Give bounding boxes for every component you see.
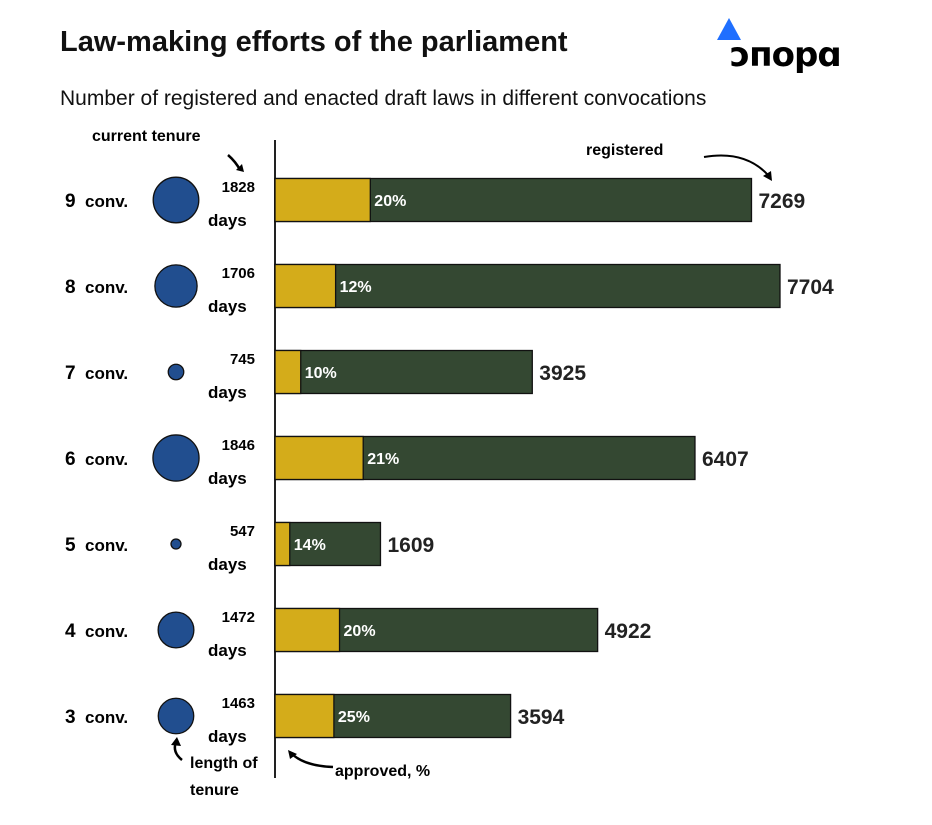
tenure-circle (157, 611, 195, 649)
tenure-circle (157, 697, 195, 735)
logo-text: ɔпорɑ (730, 35, 841, 75)
category-number: 8 (65, 277, 76, 298)
category-number: 5 (65, 535, 76, 556)
registered-value-label: 7269 (758, 190, 805, 213)
category-number: 3 (65, 707, 76, 728)
category-label: conv. (85, 364, 128, 383)
tenure-circle (170, 538, 182, 550)
category-label: conv. (85, 450, 128, 469)
registered-value-label: 3594 (518, 706, 565, 729)
registered-value-label: 1609 (387, 534, 434, 557)
approved-pct-label: 12% (340, 279, 372, 296)
days-unit: days (208, 555, 247, 574)
days-value: 1463 (222, 695, 255, 712)
approved-pct-label: 20% (374, 193, 406, 210)
category-number: 6 (65, 449, 76, 470)
category-label: conv. (85, 708, 128, 727)
category-number: 7 (65, 363, 76, 384)
annotation-approved: approved, % (335, 763, 430, 780)
logo: ɔпорɑ (717, 18, 842, 75)
category-label: conv. (85, 536, 128, 555)
annotation-registered: registered (586, 142, 663, 159)
approved-pct-label: 20% (344, 623, 376, 640)
category-label: conv. (85, 278, 128, 297)
days-value: 1706 (222, 265, 255, 282)
arrowhead-icon (171, 737, 181, 746)
days-unit: days (208, 211, 247, 230)
registered-value-label: 6407 (702, 448, 749, 471)
approved-bar (274, 521, 291, 567)
arrow-icon (227, 154, 242, 171)
logo-triangle-icon (717, 18, 741, 40)
category-number: 9 (65, 191, 76, 212)
days-unit: days (208, 469, 247, 488)
annotation-length-1: length of (190, 755, 258, 772)
approved-pct-label: 10% (305, 365, 337, 382)
approved-bar (274, 177, 371, 223)
approved-pct-label: 25% (338, 709, 370, 726)
approved-pct-label: 21% (367, 451, 399, 468)
days-unit: days (208, 383, 247, 402)
tenure-circle (152, 176, 200, 224)
annotations: current tenure registered length of tenu… (92, 128, 772, 799)
days-value: 745 (230, 351, 255, 368)
arrowhead-icon (763, 171, 772, 181)
registered-bar (274, 263, 781, 309)
approved-bar (274, 349, 302, 395)
approved-pct-label: 14% (294, 537, 326, 554)
category-label: conv. (85, 622, 128, 641)
arrowhead-icon (236, 164, 244, 172)
registered-value-label: 4922 (605, 620, 652, 643)
tenure-circle (152, 434, 200, 482)
days-value: 547 (230, 523, 255, 540)
annotation-length-2: tenure (190, 782, 239, 799)
approved-bar (274, 435, 364, 481)
category-number: 4 (65, 621, 76, 642)
annotation-current-tenure: current tenure (92, 128, 201, 145)
category-label: conv. (85, 192, 128, 211)
arrow-icon (291, 753, 334, 769)
approved-bar (274, 263, 337, 309)
days-unit: days (208, 297, 247, 316)
registered-bar (274, 521, 382, 567)
days-unit: days (208, 641, 247, 660)
chart-title: Law-making efforts of the parliament (60, 26, 568, 58)
days-value: 1472 (222, 609, 255, 626)
days-value: 1828 (222, 179, 255, 196)
registered-bar (274, 349, 533, 395)
chart-subtitle: Number of registered and enacted draft l… (60, 87, 707, 110)
registered-value-label: 7704 (787, 276, 834, 299)
approved-bar (274, 693, 335, 739)
tenure-circle (154, 264, 198, 308)
registered-value-label: 3925 (539, 362, 586, 385)
days-unit: days (208, 727, 247, 746)
approved-bar (274, 607, 341, 653)
days-value: 1846 (222, 437, 255, 454)
arrowhead-icon (288, 750, 297, 759)
arrow-icon (703, 154, 769, 176)
tenure-circle (167, 363, 185, 381)
